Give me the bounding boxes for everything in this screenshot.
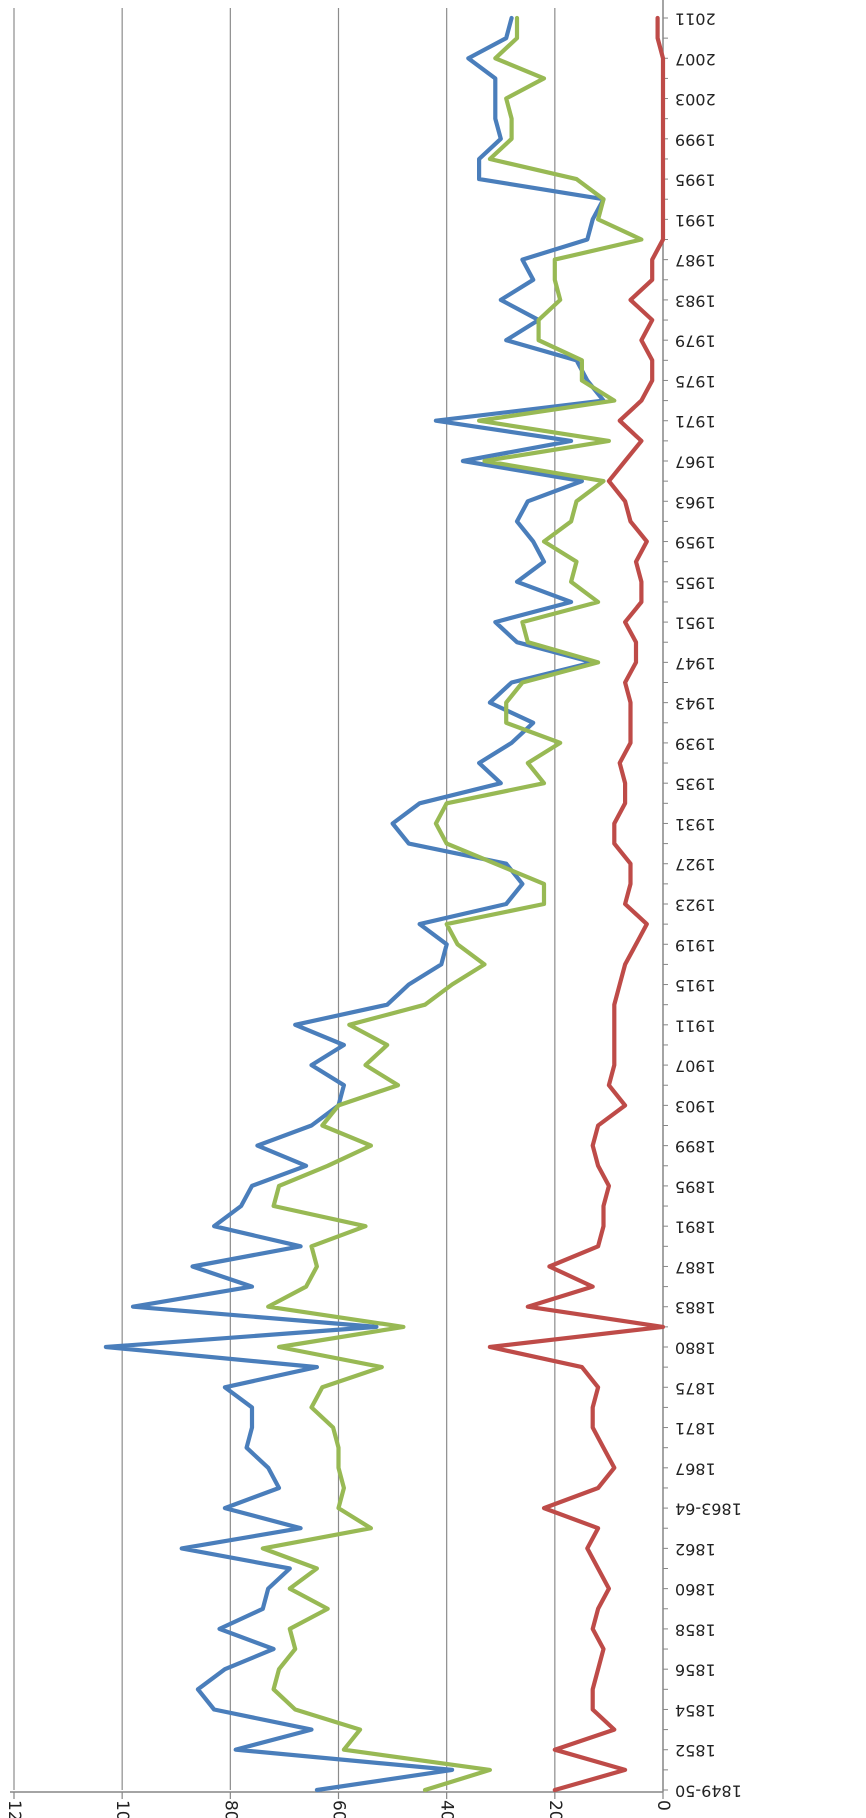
x-tick-label: 1875 bbox=[675, 1379, 716, 1398]
series-line-1 bbox=[103, 15, 606, 1793]
x-tick-label: 1915 bbox=[675, 976, 716, 995]
x-tick-label: 1935 bbox=[675, 775, 716, 794]
x-tick-label: 1963 bbox=[675, 493, 716, 512]
x-tick-label: 1862 bbox=[675, 1540, 716, 1559]
x-tick-label: 1967 bbox=[675, 453, 716, 472]
x-tick-label: 2003 bbox=[675, 90, 716, 109]
x-tick-label: 1947 bbox=[675, 654, 716, 673]
x-tick-label: 1919 bbox=[675, 936, 716, 955]
series-line-2 bbox=[260, 15, 644, 1793]
series-lines bbox=[103, 15, 666, 1793]
x-tick-label: 1931 bbox=[675, 815, 716, 834]
x-tick-label: 1927 bbox=[675, 855, 716, 874]
x-tick-label: 1860 bbox=[675, 1580, 716, 1599]
tick-labels: 0 20 40 60 80 100 120 1849-50 1852 1854 1856 1858 18… bbox=[4, 10, 742, 1818]
series-line-3 bbox=[487, 15, 666, 1793]
x-tick-label: 1871 bbox=[675, 1419, 716, 1438]
x-tick-label: 1852 bbox=[675, 1741, 716, 1760]
y-tick-label: 60 bbox=[329, 1800, 349, 1818]
x-tick-label: 1854 bbox=[675, 1701, 716, 1720]
x-tick-label: 2011 bbox=[675, 10, 716, 29]
x-tick-label: 1895 bbox=[675, 1177, 716, 1196]
x-tick-label: 1887 bbox=[675, 1258, 716, 1277]
x-tick-label: 1923 bbox=[675, 896, 716, 915]
x-tick-label: 1999 bbox=[675, 130, 716, 149]
x-tick-label: 1955 bbox=[675, 573, 716, 592]
x-tick-label: 1995 bbox=[675, 171, 716, 190]
x-tick-label: 1959 bbox=[675, 533, 716, 552]
x-tick-label: 1880 bbox=[675, 1339, 716, 1358]
x-tick-label: 1951 bbox=[675, 614, 716, 633]
y-tick-label: 40 bbox=[437, 1800, 457, 1818]
x-tick-label: 1903 bbox=[675, 1097, 716, 1116]
x-tick-label: 1943 bbox=[675, 694, 716, 713]
x-tick-label: 1907 bbox=[675, 1057, 716, 1076]
x-tick-label: 1867 bbox=[675, 1459, 716, 1478]
x-tick-label: 1979 bbox=[675, 332, 716, 351]
gridlines bbox=[13, 8, 556, 1790]
x-tick-label: 1856 bbox=[675, 1661, 716, 1680]
y-tick-label: 80 bbox=[220, 1800, 240, 1818]
x-tick-label: 1858 bbox=[675, 1620, 716, 1639]
x-tick-label: 1987 bbox=[675, 251, 716, 270]
y-tick-label: 0 bbox=[653, 1800, 673, 1811]
x-tick-label: 1983 bbox=[675, 291, 716, 310]
x-tick-label: 1975 bbox=[675, 372, 716, 391]
x-tick-label: 1899 bbox=[675, 1137, 716, 1156]
y-tick-label: 20 bbox=[545, 1800, 565, 1818]
x-tick-label: 1891 bbox=[675, 1218, 716, 1237]
x-tick-label: 1863-64 bbox=[675, 1500, 742, 1519]
x-tick-label: 1883 bbox=[675, 1298, 716, 1317]
y-tick-label: 120 bbox=[4, 1800, 24, 1818]
y-tick-label: 100 bbox=[112, 1800, 132, 1818]
x-tick-label: 1849-50 bbox=[675, 1782, 742, 1801]
x-tick-label: 1991 bbox=[675, 211, 716, 230]
x-tick-label: 1939 bbox=[675, 734, 716, 753]
x-tick-label: 1911 bbox=[675, 1016, 716, 1035]
x-tick-label: 2007 bbox=[675, 50, 716, 69]
x-tick-label: 1971 bbox=[675, 412, 716, 431]
